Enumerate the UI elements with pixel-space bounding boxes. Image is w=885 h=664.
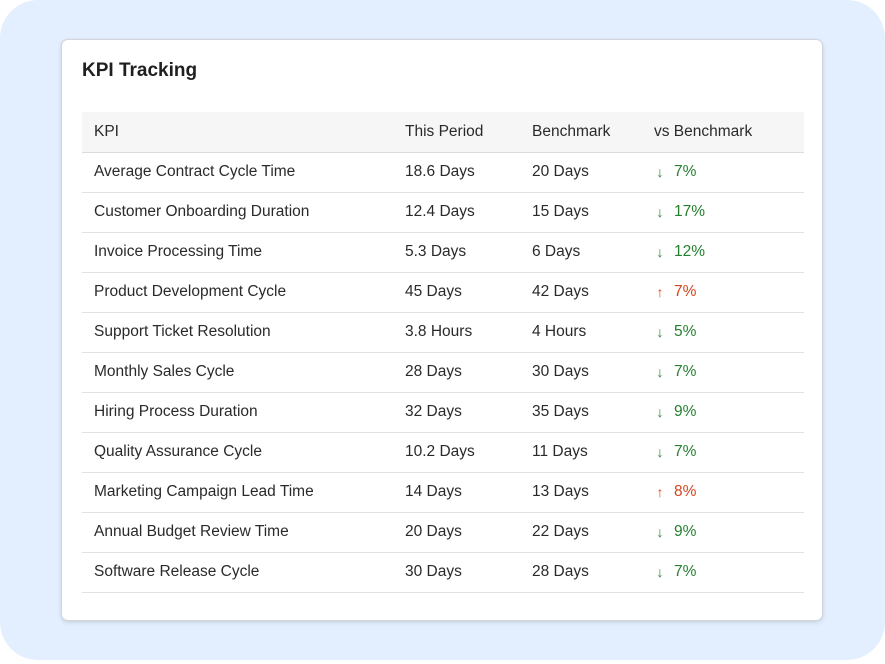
kpi-table: KPI This Period Benchmark vs Benchmark A… (82, 112, 804, 593)
benchmark-cell: 6 Days (520, 232, 642, 273)
table-row[interactable]: Quality Assurance Cycle 10.2 Days 11 Days ↓… (82, 432, 804, 473)
this-period-cell: 28 Days (393, 352, 520, 393)
vs-benchmark-cell: ↓ 5% (642, 312, 804, 353)
table-row[interactable]: Average Contract Cycle Time 18.6 Days 20 D… (82, 152, 804, 193)
delta-indicator: ↑ 8% (654, 482, 697, 501)
benchmark-cell: 35 Days (520, 392, 642, 433)
delta-indicator: ↓ 7% (654, 362, 697, 381)
delta-value: 7% (674, 362, 697, 380)
arrow-down-icon: ↓ (656, 163, 664, 180)
delta-indicator: ↓ 7% (654, 442, 697, 461)
kpi-name-cell: Annual Budget Review Time (82, 512, 393, 553)
benchmark-cell: 28 Days (520, 552, 642, 593)
header-row: KPI This Period Benchmark vs Benchmark (82, 112, 804, 153)
benchmark-cell: 11 Days (520, 432, 642, 473)
vs-benchmark-cell: ↓ 17% (642, 192, 804, 233)
benchmark-cell: 20 Days (520, 152, 642, 193)
delta-indicator: ↓ 17% (654, 202, 706, 221)
kpi-name-cell: Invoice Processing Time (82, 232, 393, 273)
arrow-down-icon: ↓ (656, 363, 664, 380)
kpi-name-cell: Product Development Cycle (82, 272, 393, 313)
vs-benchmark-cell: ↓ 7% (642, 152, 804, 193)
delta-indicator: ↑ 7% (654, 282, 697, 301)
table-row[interactable]: Hiring Process Duration 32 Days 35 Days ↓ 9% (82, 392, 804, 433)
benchmark-cell: 30 Days (520, 352, 642, 393)
delta-value: 17% (674, 202, 706, 220)
delta-indicator: ↓ 9% (654, 402, 697, 421)
arrow-up-icon: ↑ (656, 483, 664, 500)
vs-benchmark-cell: ↓ 9% (642, 512, 804, 553)
kpi-name-cell: Average Contract Cycle Time (82, 152, 393, 193)
this-period-cell: 45 Days (393, 272, 520, 313)
table-row[interactable]: Customer Onboarding Duration 12.4 Days 15 … (82, 192, 804, 233)
kpi-name-cell: Hiring Process Duration (82, 392, 393, 433)
arrow-down-icon: ↓ (656, 443, 664, 460)
kpi-name-cell: Quality Assurance Cycle (82, 432, 393, 473)
table-header: KPI This Period Benchmark vs Benchmark (82, 112, 804, 153)
delta-value: 7% (674, 162, 697, 180)
table-row[interactable]: Monthly Sales Cycle 28 Days 30 Days ↓ 7% (82, 352, 804, 393)
benchmark-cell: 22 Days (520, 512, 642, 553)
column-header-this-period[interactable]: This Period (393, 112, 520, 153)
kpi-name-cell: Monthly Sales Cycle (82, 352, 393, 393)
delta-indicator: ↓ 5% (654, 322, 697, 341)
this-period-cell: 10.2 Days (393, 432, 520, 473)
this-period-cell: 20 Days (393, 512, 520, 553)
table-row[interactable]: Product Development Cycle 45 Days 42 Days ↑… (82, 272, 804, 313)
delta-indicator: ↓ 9% (654, 522, 697, 541)
this-period-cell: 18.6 Days (393, 152, 520, 193)
kpi-card: KPI Tracking KPI This Period Benchmark v… (61, 39, 823, 621)
table-row[interactable]: Marketing Campaign Lead Time 14 Days 13 Da… (82, 472, 804, 513)
delta-value: 7% (674, 562, 697, 580)
vs-benchmark-cell: ↓ 7% (642, 352, 804, 393)
kpi-name-cell: Customer Onboarding Duration (82, 192, 393, 233)
this-period-cell: 32 Days (393, 392, 520, 433)
arrow-up-icon: ↑ (656, 283, 664, 300)
table-row[interactable]: Support Ticket Resolution 3.8 Hours 4 Hour… (82, 312, 804, 353)
this-period-cell: 3.8 Hours (393, 312, 520, 353)
benchmark-cell: 42 Days (520, 272, 642, 313)
arrow-down-icon: ↓ (656, 563, 664, 580)
kpi-name-cell: Software Release Cycle (82, 552, 393, 593)
table-body: Average Contract Cycle Time 18.6 Days 20 D… (82, 152, 804, 593)
table-row[interactable]: Annual Budget Review Time 20 Days 22 Days ↓… (82, 512, 804, 553)
vs-benchmark-cell: ↓ 12% (642, 232, 804, 273)
this-period-cell: 5.3 Days (393, 232, 520, 273)
delta-value: 9% (674, 402, 697, 420)
benchmark-cell: 15 Days (520, 192, 642, 233)
benchmark-cell: 13 Days (520, 472, 642, 513)
vs-benchmark-cell: ↑ 8% (642, 472, 804, 513)
table-row[interactable]: Software Release Cycle 30 Days 28 Days ↓ 7% (82, 552, 804, 593)
delta-value: 12% (674, 242, 706, 260)
benchmark-cell: 4 Hours (520, 312, 642, 353)
arrow-down-icon: ↓ (656, 403, 664, 420)
card-title: KPI Tracking (82, 60, 198, 81)
arrow-down-icon: ↓ (656, 523, 664, 540)
this-period-cell: 14 Days (393, 472, 520, 513)
arrow-down-icon: ↓ (656, 323, 664, 340)
this-period-cell: 30 Days (393, 552, 520, 593)
arrow-down-icon: ↓ (656, 243, 664, 260)
vs-benchmark-cell: ↓ 7% (642, 432, 804, 473)
vs-benchmark-cell: ↑ 7% (642, 272, 804, 313)
column-header-vs-benchmark[interactable]: vs Benchmark (642, 112, 804, 153)
delta-value: 9% (674, 522, 697, 540)
arrow-down-icon: ↓ (656, 203, 664, 220)
table-row[interactable]: Invoice Processing Time 5.3 Days 6 Days ↓ 12… (82, 232, 804, 273)
delta-value: 7% (674, 442, 697, 460)
delta-indicator: ↓ 12% (654, 242, 706, 261)
vs-benchmark-cell: ↓ 9% (642, 392, 804, 433)
kpi-name-cell: Support Ticket Resolution (82, 312, 393, 353)
delta-indicator: ↓ 7% (654, 162, 697, 181)
kpi-name-cell: Marketing Campaign Lead Time (82, 472, 393, 513)
column-header-kpi[interactable]: KPI (82, 112, 393, 153)
kpi-table-container: KPI This Period Benchmark vs Benchmark A… (82, 112, 804, 593)
this-period-cell: 12.4 Days (393, 192, 520, 233)
column-header-benchmark[interactable]: Benchmark (520, 112, 642, 153)
delta-value: 5% (674, 322, 697, 340)
vs-benchmark-cell: ↓ 7% (642, 552, 804, 593)
delta-value: 7% (674, 282, 697, 300)
delta-value: 8% (674, 482, 697, 500)
delta-indicator: ↓ 7% (654, 562, 697, 581)
